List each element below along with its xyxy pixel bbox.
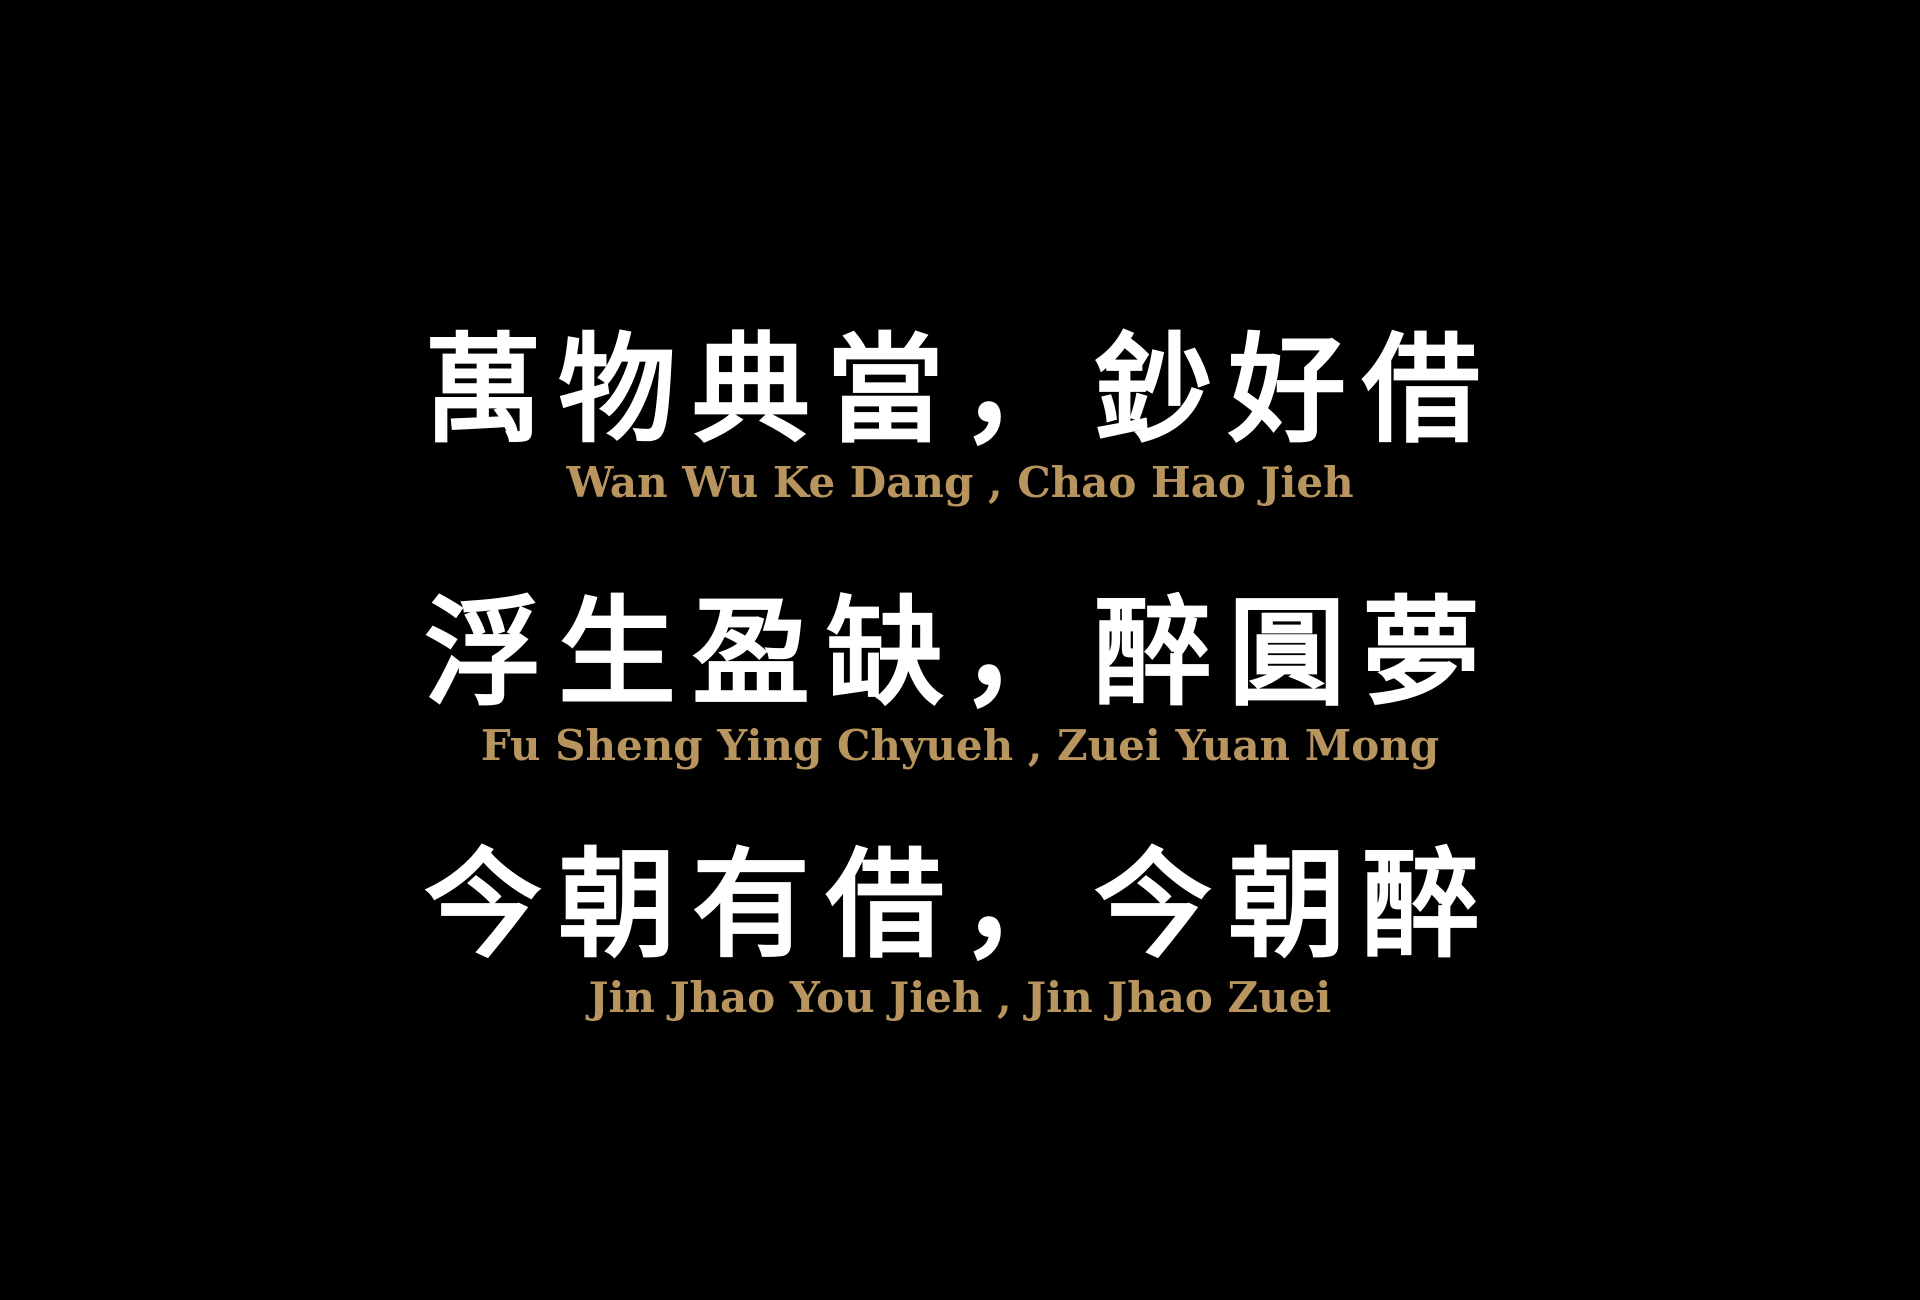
stanza-3: 今朝有借，今朝醉 Jin Jhao You Jieh , Jin Jhao Zu… [0,840,1920,1024]
romanization-line-1: Wan Wu Ke Dang , Chao Hao Jieh [566,458,1354,507]
chinese-line-1: 萬物典當，鈔好借 [423,320,1496,459]
romanization-line-3: Jin Jhao You Jieh , Jin Jhao Zuei [588,973,1332,1022]
stanza-1: 萬物典當，鈔好借 Wan Wu Ke Dang , Chao Hao Jieh [0,325,1920,509]
romanization-line-2: Fu Sheng Ying Chyueh , Zuei Yuan Mong [480,721,1440,770]
chinese-line-2: 浮生盈缺，醉圓夢 [423,583,1496,722]
stanza-2: 浮生盈缺，醉圓夢 Fu Sheng Ying Chyueh , Zuei Yua… [0,588,1920,772]
chinese-line-3: 今朝有借，今朝醉 [423,835,1496,974]
